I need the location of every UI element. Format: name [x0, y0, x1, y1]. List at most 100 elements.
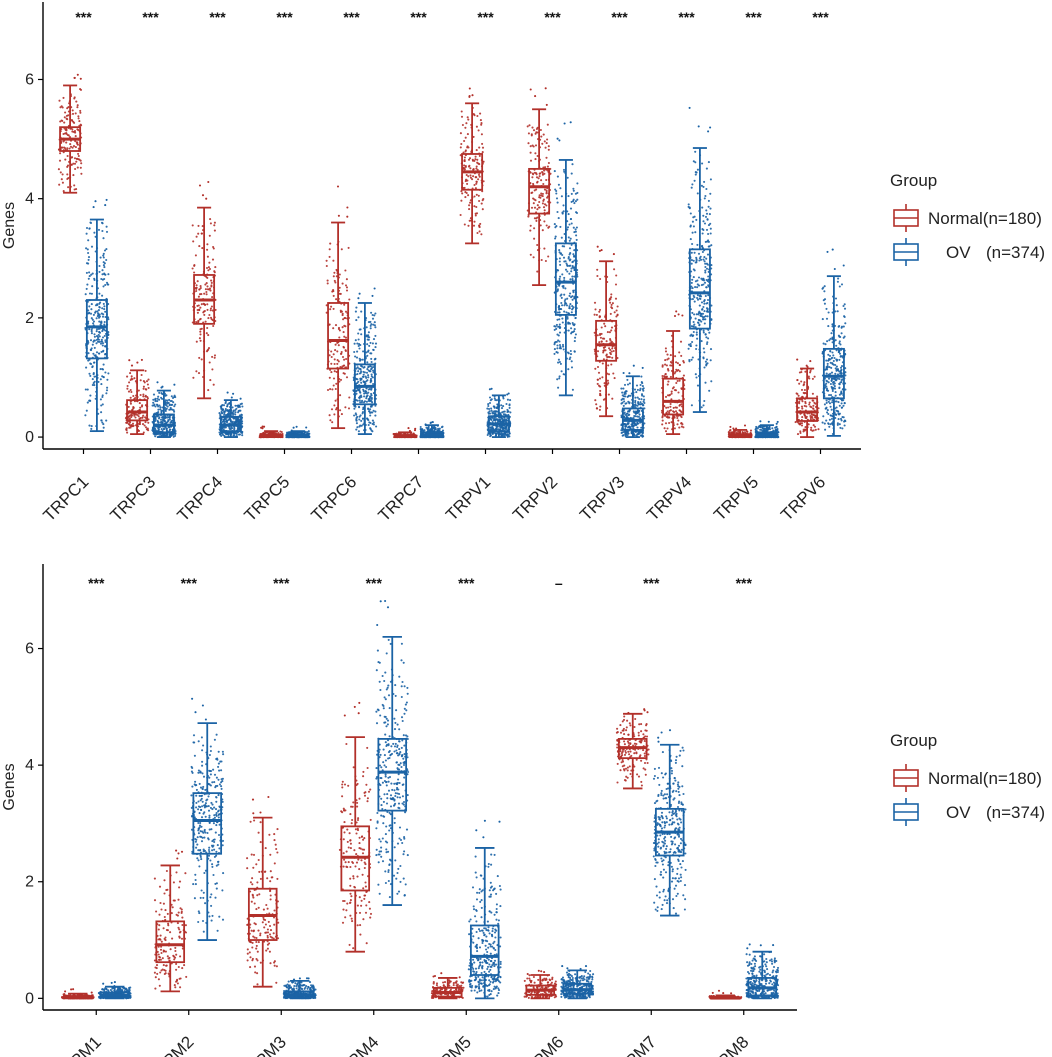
jitter-point: [473, 183, 476, 187]
jitter-point: [166, 405, 169, 408]
jitter-point: [140, 373, 143, 377]
jitter-point: [689, 238, 692, 241]
jitter-point: [691, 335, 694, 338]
jitter-point: [573, 340, 576, 343]
jitter-point: [98, 292, 101, 295]
jitter-point: [694, 286, 697, 289]
jitter-point: [85, 271, 88, 274]
jitter-point: [131, 408, 134, 411]
jitter-point: [565, 304, 569, 307]
jitter-point: [102, 376, 105, 379]
jitter-point: [77, 115, 80, 118]
jitter-point: [477, 173, 481, 176]
jitter-point: [706, 362, 709, 365]
jitter-point: [353, 342, 356, 345]
jitter-point: [634, 423, 637, 426]
jitter-point: [500, 432, 503, 435]
jitter-point: [471, 178, 474, 181]
jitter-point: [567, 329, 570, 332]
jitter-point: [487, 432, 490, 435]
jitter-point: [330, 350, 333, 353]
jitter-point: [558, 260, 561, 263]
jitter-point: [536, 126, 539, 129]
jitter-point: [478, 146, 481, 149]
jitter-point: [96, 303, 99, 307]
jitter-point: [229, 428, 232, 431]
jitter-point: [163, 420, 166, 423]
jitter-point: [86, 283, 89, 286]
jitter-point: [611, 356, 614, 359]
outlier-point: [373, 287, 376, 290]
jitter-point: [695, 347, 698, 351]
jitter-point: [575, 238, 578, 241]
jitter-point: [234, 408, 237, 412]
jitter-point: [206, 276, 209, 279]
box-body: [353, 363, 376, 406]
jitter-point: [107, 372, 110, 375]
jitter-point: [140, 405, 144, 408]
jitter-point: [615, 274, 618, 277]
outlier-point: [488, 388, 491, 391]
jitter-point: [356, 342, 359, 345]
jitter-point: [459, 146, 462, 149]
jitter-point: [602, 349, 605, 352]
jitter-point: [69, 145, 73, 148]
jitter-point: [60, 146, 63, 149]
jitter-point: [335, 268, 338, 271]
jitter-point: [361, 411, 365, 414]
jitter-point: [345, 376, 349, 379]
jitter-point: [532, 256, 535, 259]
jitter-point: [241, 405, 244, 408]
jitter-point: [501, 417, 504, 420]
jitter-point: [335, 382, 338, 385]
jitter-point: [689, 342, 692, 346]
jitter-point: [170, 433, 173, 436]
jitter-point: [102, 426, 105, 429]
jitter-point: [564, 268, 568, 271]
jitter-point: [98, 352, 101, 355]
outlier-point: [544, 87, 547, 90]
jitter-point: [573, 231, 576, 234]
jitter-point: [87, 341, 90, 344]
jitter-point: [129, 414, 132, 417]
jitter-point: [374, 312, 377, 315]
jitter-point: [157, 395, 160, 398]
jitter-point: [138, 402, 141, 405]
jitter-point: [167, 426, 170, 429]
jitter-point: [567, 257, 570, 260]
jitter-point: [508, 432, 511, 435]
jitter-point: [675, 381, 678, 385]
jitter-point: [129, 372, 132, 375]
jitter-point: [678, 409, 681, 412]
jitter-point: [676, 362, 679, 365]
jitter-point: [472, 168, 475, 171]
jitter-point: [129, 388, 132, 392]
jitter-point: [664, 422, 668, 425]
jitter-point: [91, 365, 94, 368]
jitter-point: [573, 267, 576, 270]
jitter-point: [534, 144, 538, 147]
jitter-point: [481, 146, 485, 149]
jitter-point: [358, 328, 361, 331]
jitter-point: [336, 341, 339, 344]
jitter-point: [339, 378, 343, 381]
jitter-point: [532, 202, 535, 205]
jitter-point: [65, 129, 68, 132]
jitter-point: [639, 387, 642, 390]
jitter-point: [358, 418, 361, 421]
jitter-point: [669, 409, 672, 412]
jitter-point: [620, 387, 623, 390]
jitter-point: [603, 322, 606, 325]
jitter-point: [468, 208, 471, 211]
jitter-point: [341, 326, 344, 329]
jitter-point: [709, 232, 712, 235]
jitter-point: [466, 182, 469, 185]
outlier-point: [358, 292, 361, 295]
jitter-point: [196, 304, 199, 307]
jitter-point: [509, 411, 512, 414]
jitter-point: [707, 294, 710, 297]
jitter-point: [234, 421, 238, 424]
jitter-point: [170, 395, 173, 398]
jitter-point: [105, 225, 108, 228]
jitter-point: [142, 431, 145, 434]
